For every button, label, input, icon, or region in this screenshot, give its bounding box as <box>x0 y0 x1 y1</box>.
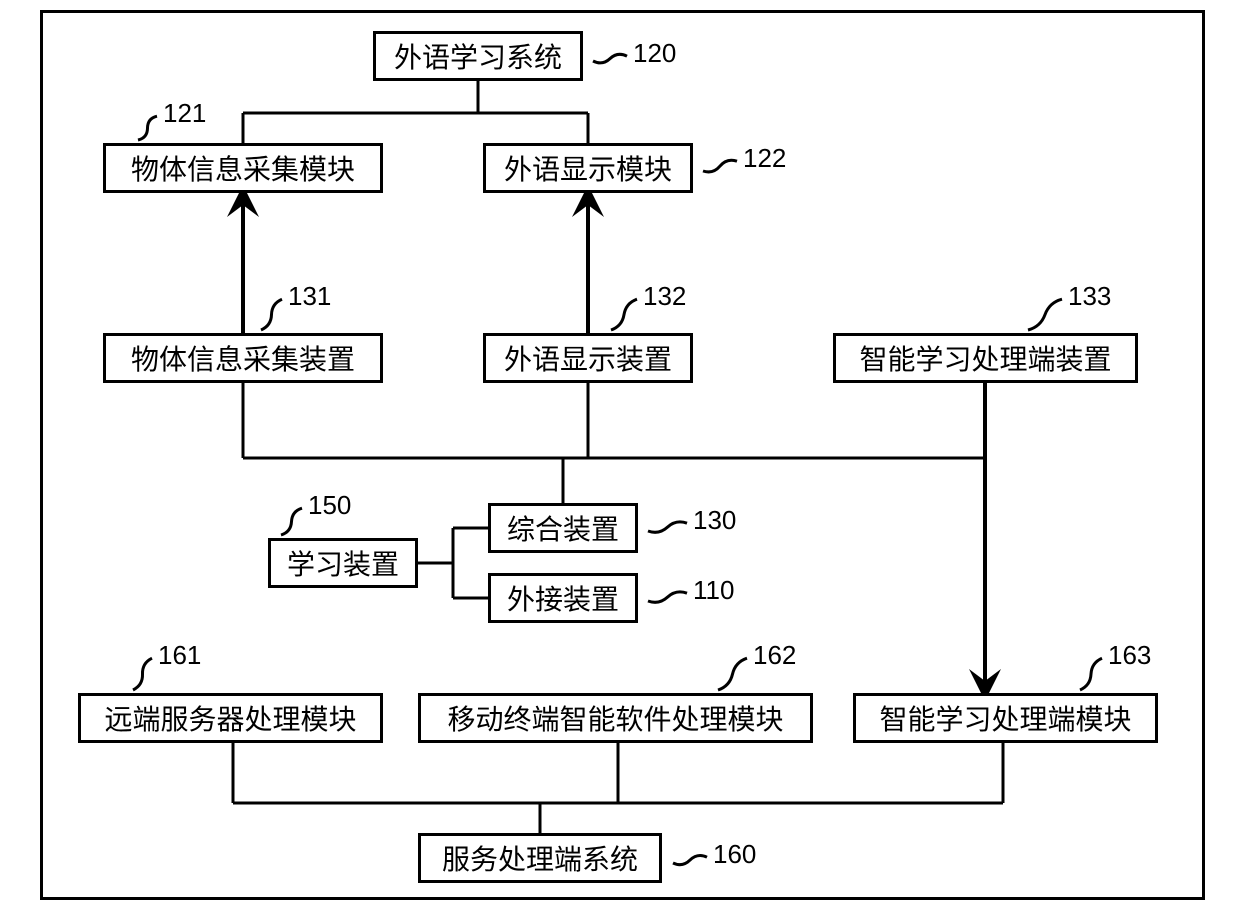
ref-label-132: 132 <box>643 281 686 312</box>
node-foreign-language-display-module: 外语显示模块 <box>483 143 693 193</box>
node-foreign-language-learning-system: 外语学习系统 <box>373 31 583 81</box>
node-integrated-device: 综合装置 <box>488 503 638 553</box>
node-label: 智能学习处理端模块 <box>879 698 1131 738</box>
node-remote-server-processing-module: 远端服务器处理模块 <box>78 693 383 743</box>
node-label: 物体信息采集模块 <box>131 148 355 188</box>
node-label: 外接装置 <box>507 578 619 618</box>
node-label: 移动终端智能软件处理模块 <box>447 698 783 738</box>
node-external-device: 外接装置 <box>488 573 638 623</box>
node-label: 外语学习系统 <box>394 36 562 76</box>
ref-label-162: 162 <box>753 640 796 671</box>
ref-label-161: 161 <box>158 640 201 671</box>
node-label: 服务处理端系统 <box>442 838 638 878</box>
node-intelligent-learning-processing-device: 智能学习处理端装置 <box>833 333 1138 383</box>
node-object-info-collection-module: 物体信息采集模块 <box>103 143 383 193</box>
node-label: 智能学习处理端装置 <box>859 338 1111 378</box>
diagram-frame: 外语学习系统 物体信息采集模块 外语显示模块 物体信息采集装置 外语显示装置 智… <box>40 10 1205 900</box>
ref-label-122: 122 <box>743 143 786 174</box>
node-foreign-language-display-device: 外语显示装置 <box>483 333 693 383</box>
ref-label-150: 150 <box>308 490 351 521</box>
ref-label-163: 163 <box>1108 640 1151 671</box>
ref-label-130: 130 <box>693 505 736 536</box>
ref-label-110: 110 <box>693 575 734 606</box>
ref-label-131: 131 <box>288 281 331 312</box>
ref-label-120: 120 <box>633 38 676 69</box>
node-service-processing-system: 服务处理端系统 <box>418 833 662 883</box>
node-learning-device: 学习装置 <box>268 538 418 588</box>
node-intelligent-learning-processing-module: 智能学习处理端模块 <box>853 693 1158 743</box>
node-label: 物体信息采集装置 <box>131 338 355 378</box>
node-label: 综合装置 <box>507 508 619 548</box>
node-label: 学习装置 <box>287 543 399 583</box>
ref-label-160: 160 <box>713 839 756 870</box>
ref-label-121: 121 <box>163 98 206 129</box>
node-label: 外语显示模块 <box>504 148 672 188</box>
node-mobile-terminal-software-module: 移动终端智能软件处理模块 <box>418 693 813 743</box>
node-label: 远端服务器处理模块 <box>104 698 356 738</box>
node-label: 外语显示装置 <box>504 338 672 378</box>
node-object-info-collection-device: 物体信息采集装置 <box>103 333 383 383</box>
ref-label-133: 133 <box>1068 281 1111 312</box>
